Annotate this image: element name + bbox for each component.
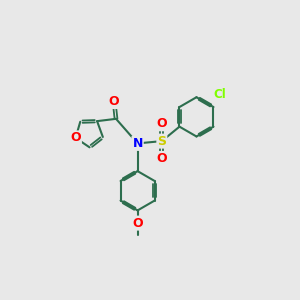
Text: O: O — [132, 217, 143, 230]
Text: N: N — [132, 137, 143, 150]
Text: O: O — [157, 152, 167, 165]
Text: O: O — [157, 117, 167, 130]
Text: O: O — [70, 131, 81, 144]
Text: S: S — [157, 135, 166, 148]
Text: O: O — [109, 95, 119, 108]
Text: Cl: Cl — [214, 88, 226, 101]
